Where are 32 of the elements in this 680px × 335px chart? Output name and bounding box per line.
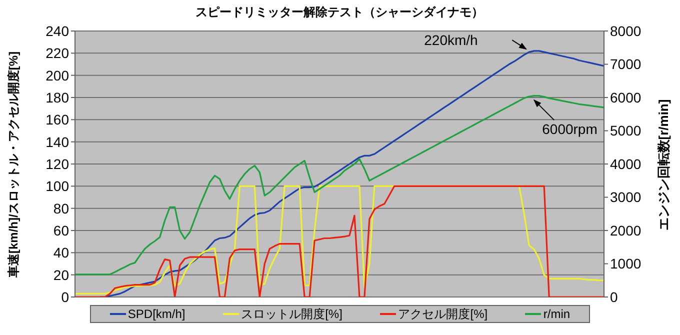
y-tick-label: 0 (61, 288, 70, 305)
y2-tick-label: 5000 (610, 122, 642, 139)
y2-tick-label: 6000 (610, 89, 642, 106)
y2-tick-label: 1000 (610, 256, 642, 272)
y-tick-label: 60 (53, 222, 70, 238)
y2-tick-label: 8000 (610, 22, 642, 39)
y2-tick-label: 0 (610, 288, 618, 305)
legend-label: SPD[km/h] (126, 307, 186, 321)
legend-label: スロットル開度[%] (240, 306, 342, 322)
y-axis-title: 車速[km/h]/スロットル・アクセル開度[%] (6, 50, 22, 280)
chart-title: スピードリミッター解除テスト（シャーシダイナモ） (194, 4, 484, 21)
y-tick-label: 40 (53, 244, 70, 261)
y2-tick-label: 4000 (610, 156, 642, 172)
y-tick-label: 100 (46, 178, 70, 194)
y-tick-label: 20 (53, 266, 70, 283)
y-tick-label: 80 (53, 200, 70, 216)
legend-label: r/min (542, 307, 570, 321)
y-tick-label: 160 (46, 112, 70, 128)
y2-axis-title: エンジン回転数[r/min] (655, 98, 672, 232)
line-series (75, 95, 604, 276)
y-tick-label: 240 (46, 22, 70, 39)
y2-tick-label: 7000 (610, 56, 642, 72)
annotation: 6000rpm (542, 121, 598, 138)
y-tick-label: 140 (46, 134, 70, 150)
y-tick-label: 120 (46, 156, 70, 172)
y2-tick-label: 2000 (610, 222, 642, 238)
y-tick-label: 220 (46, 45, 70, 62)
legend-label: アクセル開度[%] (397, 306, 488, 322)
annotation: 220km/h (424, 32, 478, 48)
y2-tick-label: 3000 (610, 189, 642, 206)
y-tick-label: 180 (46, 89, 70, 106)
y-tick-label: 200 (46, 67, 70, 84)
